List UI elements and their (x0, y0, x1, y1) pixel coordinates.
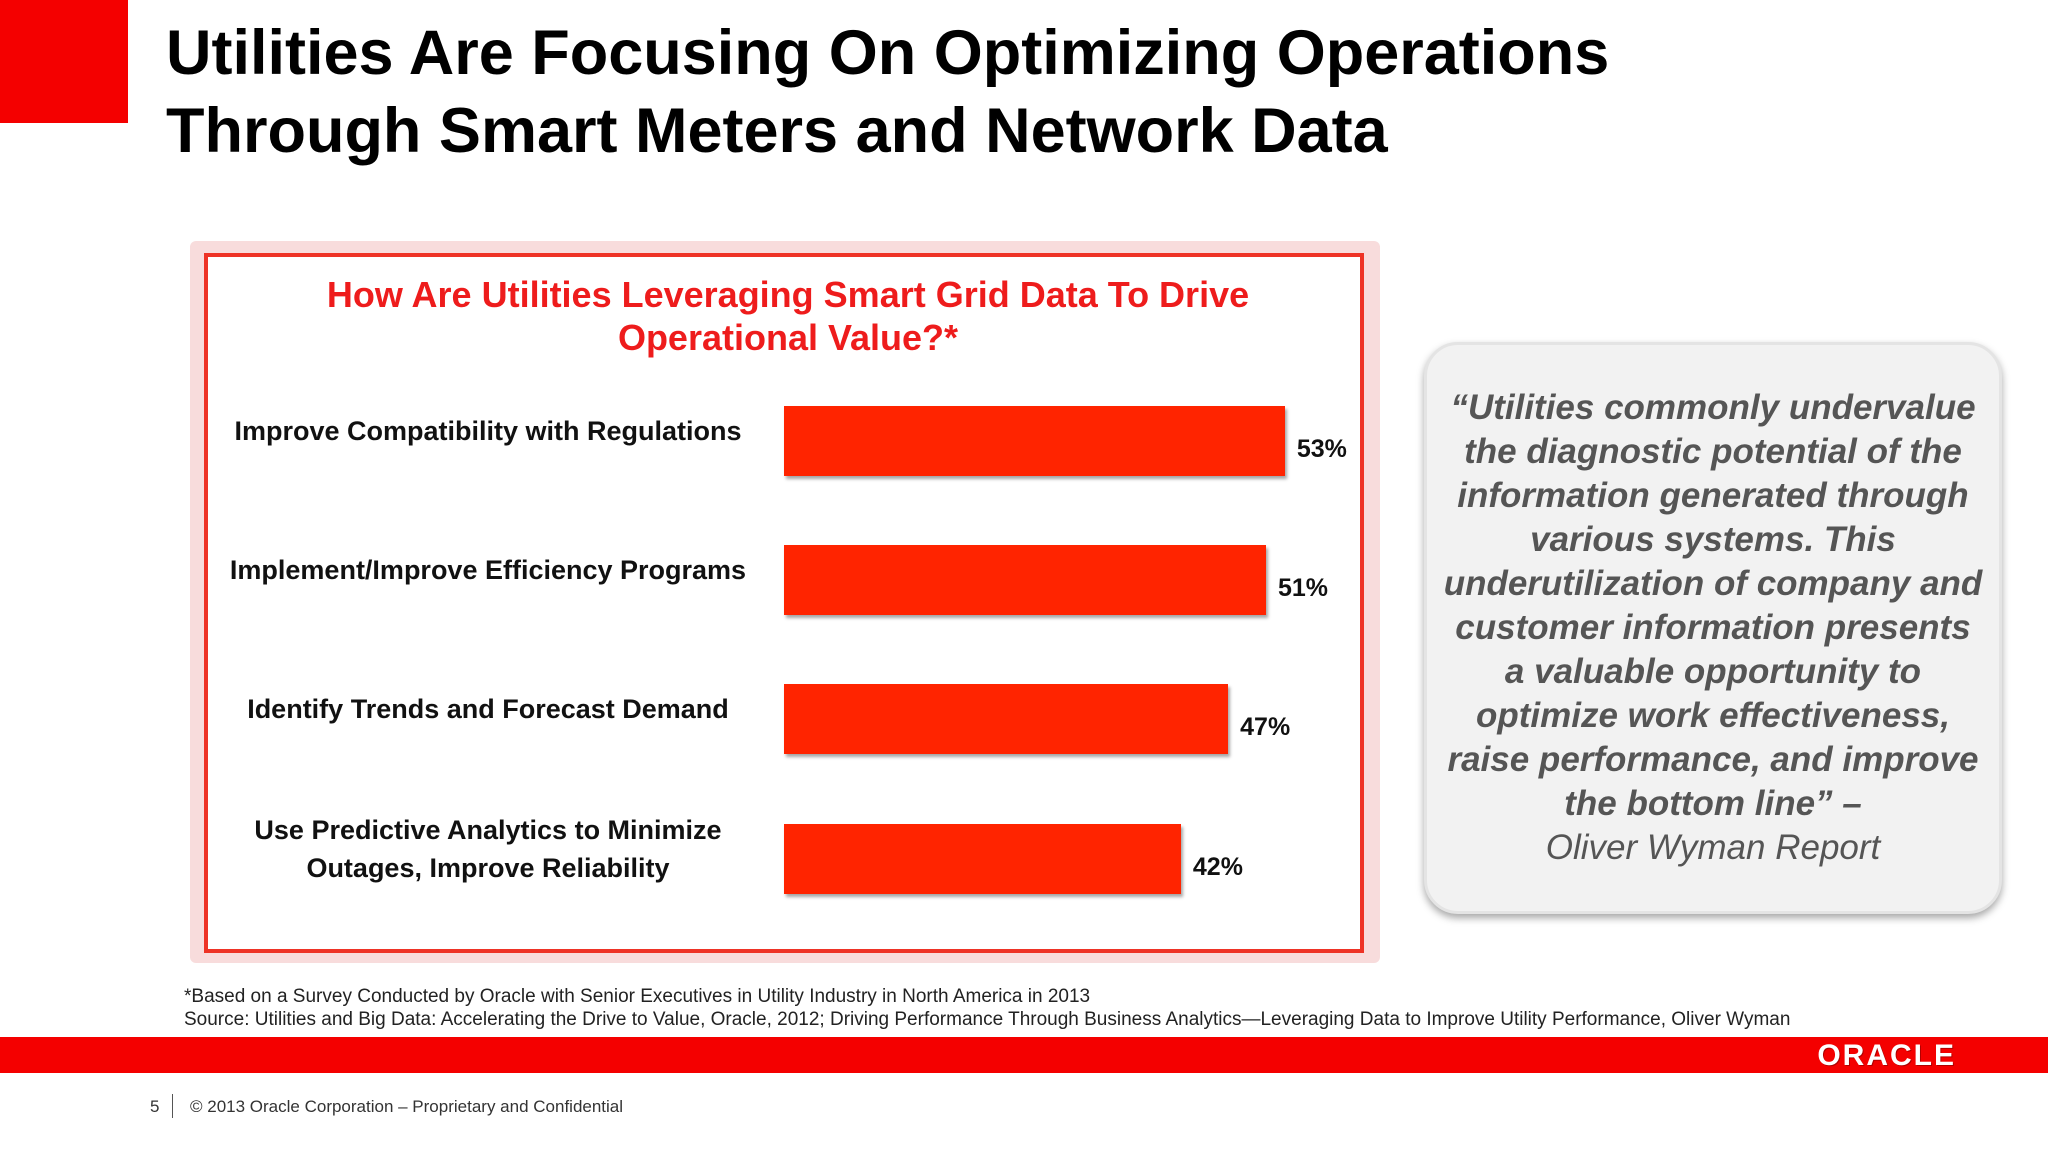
bar-category-label: Use Predictive Analytics to Minimize Outa… (208, 811, 768, 887)
chart-title-line-2: Operational Value?* (617, 317, 959, 358)
bar (784, 824, 1181, 894)
chart-title: How Are Utilities Leveraging Smart Grid … (208, 273, 1368, 359)
bar-chart: How Are Utilities Leveraging Smart Grid … (204, 253, 1364, 953)
bar-value-label: 42% (1192, 853, 1243, 881)
quote-source: Oliver Wyman Report (1545, 828, 1881, 867)
oracle-logo: ORACLE (1817, 1039, 1956, 1072)
bar-category-label: Implement/Improve Efficiency Programs (208, 551, 768, 589)
slide-title: Utilities Are Focusing On Optimizing Ope… (166, 14, 1966, 170)
bar-value-label: 47% (1240, 713, 1291, 741)
bar-category-label-line: Outages, Improve Reliability (306, 853, 670, 883)
bar-value-label: 53% (1296, 435, 1347, 463)
bar-category-label-line: Improve Compatibility with Regulations (234, 416, 742, 446)
bar-category-label: Identify Trends and Forecast Demand (208, 690, 768, 728)
bar-category-label-line: Implement/Improve Efficiency Programs (229, 555, 747, 585)
bar (784, 545, 1266, 615)
bar (784, 684, 1229, 754)
slide-title-line-2: Through Smart Meters and Network Data (166, 96, 1388, 166)
quote-text: “Utilities commonly undervalue the diagn… (1443, 388, 1983, 823)
bar-category-label-line: Identify Trends and Forecast Demand (247, 694, 729, 724)
footer-bar: ORACLE (0, 1037, 2048, 1073)
page-number: 5 (150, 1097, 160, 1116)
brand-corner-block (0, 0, 128, 123)
footnote: *Based on a Survey Conducted by Oracle w… (184, 985, 2024, 1031)
copyright-notice: © 2013 Oracle Corporation – Proprietary … (190, 1097, 624, 1116)
footer-separator (172, 1094, 173, 1118)
bar-category-label-line: Use Predictive Analytics to Minimize (254, 815, 722, 845)
slide-title-line-1: Utilities Are Focusing On Optimizing Ope… (166, 18, 1610, 88)
footnote-source: Source: Utilities and Big Data: Accelera… (184, 1009, 1791, 1030)
quote-box: “Utilities commonly undervalue the diagn… (1424, 342, 2002, 914)
bar (784, 406, 1285, 476)
chart-title-line-1: How Are Utilities Leveraging Smart Grid … (326, 274, 1250, 315)
bar-value-label: 51% (1277, 574, 1328, 602)
footnote-survey: *Based on a Survey Conducted by Oracle w… (184, 986, 1091, 1007)
bar-category-label: Improve Compatibility with Regulations (208, 412, 768, 450)
